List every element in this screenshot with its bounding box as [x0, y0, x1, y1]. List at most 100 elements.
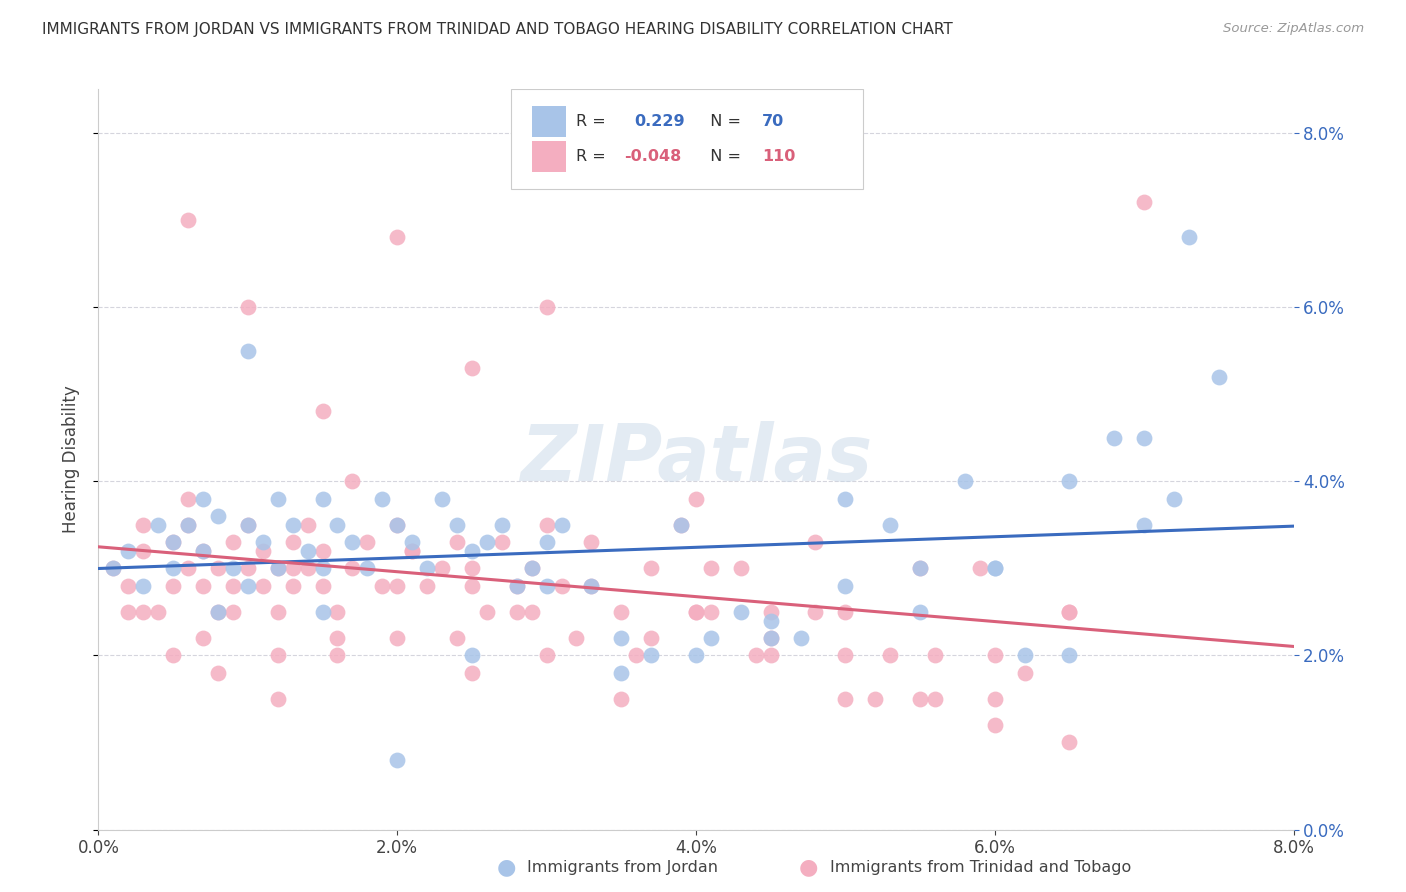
Point — [506, 579, 529, 593]
Point — [191, 544, 214, 558]
Point — [236, 561, 259, 575]
Point — [342, 474, 364, 488]
Point — [148, 517, 170, 532]
Text: ZIPatlas: ZIPatlas — [520, 421, 872, 498]
Point — [1059, 735, 1081, 749]
Point — [461, 561, 484, 575]
Text: R =: R = — [576, 114, 616, 129]
Point — [177, 517, 200, 532]
Point — [610, 631, 633, 645]
Point — [191, 579, 214, 593]
Point — [385, 579, 409, 593]
Point — [267, 491, 290, 506]
Y-axis label: Hearing Disability: Hearing Disability — [62, 385, 80, 533]
Point — [640, 648, 662, 663]
Point — [401, 544, 423, 558]
Point — [491, 517, 513, 532]
Point — [371, 491, 394, 506]
Point — [834, 605, 856, 619]
Point — [461, 544, 484, 558]
Point — [685, 605, 707, 619]
Point — [550, 517, 572, 532]
Point — [461, 579, 484, 593]
Point — [132, 517, 155, 532]
Point — [640, 631, 662, 645]
Point — [356, 561, 378, 575]
Point — [311, 579, 333, 593]
Point — [908, 692, 931, 706]
Point — [924, 648, 946, 663]
Point — [430, 561, 453, 575]
Text: 0.229: 0.229 — [634, 114, 685, 129]
Point — [626, 648, 648, 663]
Point — [401, 544, 423, 558]
Text: ●: ● — [799, 857, 818, 877]
FancyBboxPatch shape — [533, 141, 565, 172]
Point — [385, 753, 409, 767]
Point — [865, 692, 887, 706]
Point — [222, 605, 245, 619]
Point — [669, 517, 692, 532]
Point — [834, 579, 856, 593]
Point — [162, 535, 184, 549]
Point — [326, 517, 349, 532]
Point — [162, 648, 184, 663]
Point — [222, 535, 245, 549]
Point — [177, 517, 200, 532]
Point — [207, 665, 229, 680]
Point — [700, 631, 723, 645]
Point — [326, 605, 349, 619]
Point — [759, 614, 782, 628]
Point — [685, 648, 707, 663]
Point — [669, 517, 692, 532]
Point — [610, 692, 633, 706]
Point — [984, 648, 1007, 663]
Point — [267, 605, 290, 619]
Point — [1014, 648, 1036, 663]
Point — [117, 605, 139, 619]
Point — [177, 491, 200, 506]
Point — [326, 648, 349, 663]
Point — [222, 561, 245, 575]
Point — [117, 544, 139, 558]
Text: 110: 110 — [762, 149, 794, 164]
Point — [326, 631, 349, 645]
Point — [252, 535, 274, 549]
Point — [207, 561, 229, 575]
FancyBboxPatch shape — [510, 89, 863, 189]
Point — [685, 491, 707, 506]
Point — [581, 535, 603, 549]
Point — [506, 605, 529, 619]
Point — [267, 648, 290, 663]
Point — [207, 508, 229, 523]
Point — [834, 692, 856, 706]
Point — [416, 561, 439, 575]
Point — [1059, 648, 1081, 663]
Point — [1178, 230, 1201, 244]
Text: -0.048: -0.048 — [624, 149, 682, 164]
Point — [536, 535, 558, 549]
Point — [879, 517, 901, 532]
Point — [446, 631, 468, 645]
Point — [311, 544, 333, 558]
Point — [610, 665, 633, 680]
Point — [446, 517, 468, 532]
Point — [461, 360, 484, 375]
Point — [581, 579, 603, 593]
Point — [759, 631, 782, 645]
Point — [385, 631, 409, 645]
Point — [236, 343, 259, 358]
Point — [222, 579, 245, 593]
Point — [984, 692, 1007, 706]
Point — [908, 605, 931, 619]
Point — [371, 579, 394, 593]
Point — [252, 579, 274, 593]
Point — [117, 579, 139, 593]
Point — [610, 605, 633, 619]
Point — [640, 561, 662, 575]
Point — [342, 561, 364, 575]
Point — [1133, 517, 1156, 532]
Point — [834, 491, 856, 506]
Point — [132, 544, 155, 558]
Point — [430, 491, 453, 506]
